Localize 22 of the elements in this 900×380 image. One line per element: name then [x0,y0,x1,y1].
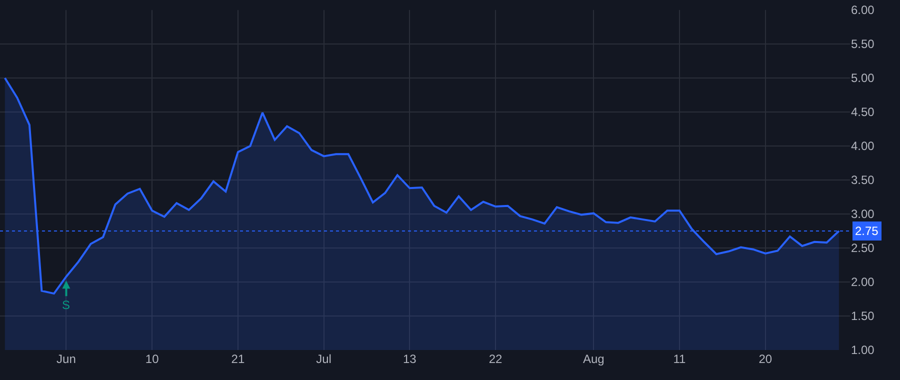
y-tick-label: 4.00 [851,139,875,154]
x-tick-label: Jun [56,352,76,366]
ref-line-label: 2.75 [855,224,879,238]
y-tick-label: 6.00 [851,3,875,18]
x-tick-label: 11 [673,352,686,366]
y-tick-label: 2.00 [851,275,875,290]
y-tick-label: 2.50 [851,241,875,256]
y-tick-label: 5.00 [851,71,875,86]
x-tick-label: 13 [402,352,417,366]
y-tick-label: 4.50 [851,105,875,120]
x-tick-label: Jul [316,352,332,366]
y-tick-label: 1.50 [851,309,875,324]
y-tick-label: 1.00 [851,343,875,358]
annotation: S [62,298,70,312]
x-tick-label: 20 [758,352,772,366]
x-tick-label: 21 [231,352,245,366]
x-tick-label: 22 [488,352,503,366]
y-tick-label: 5.50 [851,37,875,52]
y-tick-label: 3.50 [851,173,875,188]
x-tick-label: Aug [582,352,604,366]
x-tick-label: 10 [145,352,160,366]
y-tick-label: 3.00 [851,207,875,222]
